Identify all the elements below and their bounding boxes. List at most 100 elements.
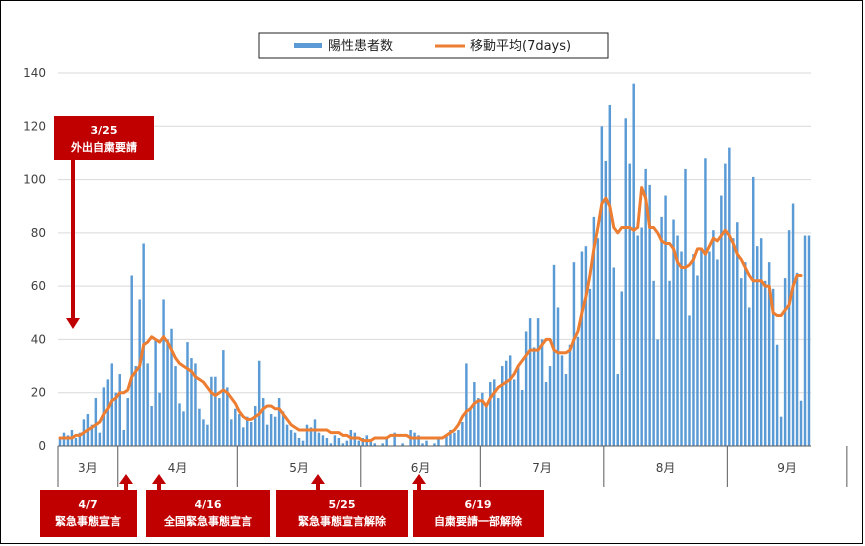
annotation-5-25: 5/25 緊急事態宣言解除 — [276, 474, 408, 537]
bar — [755, 246, 759, 446]
bar — [373, 443, 376, 446]
bar — [787, 230, 791, 446]
bar — [98, 432, 102, 446]
bar — [676, 235, 679, 446]
bar — [556, 307, 560, 446]
bar — [632, 83, 635, 446]
bar — [202, 419, 205, 446]
bar — [337, 438, 341, 446]
bar — [732, 238, 735, 446]
bar — [504, 360, 508, 446]
bar — [269, 414, 273, 446]
bar — [293, 432, 297, 446]
bar — [612, 267, 616, 446]
annotation-5-25-date: 5/25 — [329, 498, 356, 511]
annotation-4-16-date: 4/16 — [195, 498, 222, 511]
bar — [341, 443, 345, 446]
bar — [369, 440, 372, 446]
bar — [78, 432, 82, 446]
bar — [752, 176, 755, 446]
bar — [222, 350, 225, 446]
bar — [660, 216, 663, 446]
bar — [473, 382, 476, 446]
bar — [540, 339, 544, 446]
bar — [381, 443, 384, 446]
bar — [401, 443, 404, 446]
y-tick-label: 140 — [23, 66, 46, 80]
bar — [305, 424, 309, 446]
bar — [218, 398, 221, 446]
bar — [166, 339, 169, 446]
bar — [767, 262, 771, 446]
bar — [596, 238, 600, 446]
bar — [779, 416, 783, 446]
bar — [285, 424, 289, 446]
bar — [250, 422, 253, 446]
y-tick-label: 40 — [31, 332, 46, 346]
bar — [648, 184, 651, 446]
bar — [716, 259, 719, 446]
bar — [437, 438, 440, 446]
bar — [214, 376, 217, 446]
bar — [106, 379, 110, 446]
bar — [708, 251, 711, 446]
bar — [457, 430, 460, 446]
bar — [600, 126, 604, 446]
y-axis-ticks: 0 20 40 60 80 100 120 140 — [23, 66, 46, 453]
bar — [572, 262, 576, 446]
bar — [321, 435, 325, 446]
bar — [616, 374, 619, 446]
bar — [345, 440, 349, 446]
bar — [206, 424, 209, 446]
bar — [461, 422, 464, 446]
bar — [520, 390, 524, 446]
bar — [744, 262, 747, 446]
annotation-3-25-label: 外出自粛要請 — [70, 140, 137, 154]
bar — [417, 435, 420, 446]
bar — [724, 163, 727, 446]
bar — [624, 118, 627, 446]
bar — [783, 278, 787, 446]
annotation-3-25-date: 3/25 — [91, 124, 118, 137]
bar — [576, 336, 580, 446]
bar — [238, 414, 241, 446]
y-tick-label: 120 — [23, 119, 46, 133]
annotation-6-19-box — [413, 490, 544, 537]
bar — [489, 382, 492, 446]
x-month-label: 8月 — [656, 461, 676, 475]
bar — [433, 443, 436, 446]
bar — [736, 222, 739, 446]
bar — [548, 366, 552, 446]
bar — [584, 246, 588, 446]
bar — [771, 288, 775, 446]
bar — [317, 432, 321, 446]
bar — [497, 398, 500, 446]
bar — [568, 344, 572, 446]
bar — [277, 398, 281, 446]
bar — [700, 248, 703, 446]
bar — [174, 366, 177, 446]
bar — [692, 254, 695, 446]
annotation-4-7-box — [40, 490, 137, 537]
legend-bar-label: 陽性患者数 — [328, 39, 393, 54]
bar — [508, 355, 512, 446]
bar — [564, 374, 568, 446]
bar — [329, 443, 333, 446]
bar — [592, 216, 596, 446]
annotation-4-7: 4/7 緊急事態宣言 — [40, 474, 137, 537]
bar — [532, 347, 536, 446]
bar — [672, 219, 675, 446]
bar — [469, 408, 472, 446]
bar — [791, 203, 795, 446]
bar — [210, 376, 213, 446]
bar — [421, 443, 424, 446]
annotation-6-19-arrowhead — [412, 474, 426, 484]
bar — [684, 168, 687, 446]
bar — [134, 366, 137, 446]
bar — [501, 366, 504, 446]
bar — [552, 264, 556, 446]
bar — [257, 360, 261, 446]
moving-average-line — [58, 186, 803, 443]
bar — [728, 147, 731, 446]
